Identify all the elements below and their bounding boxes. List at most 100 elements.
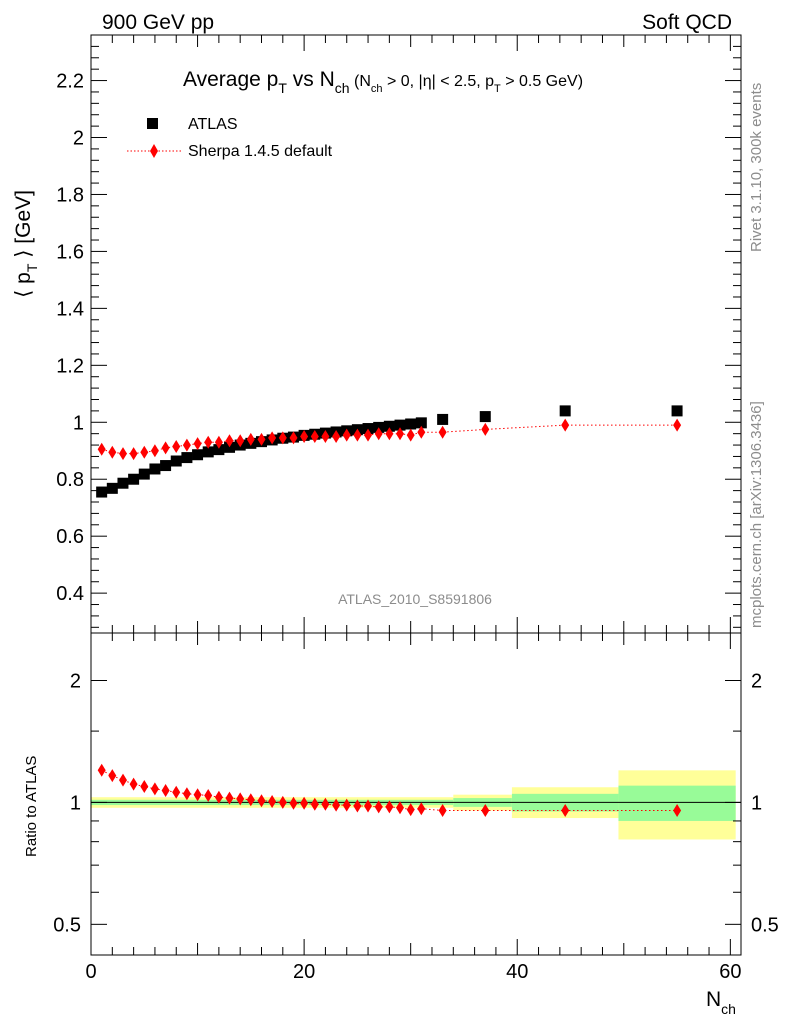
atlas-data-point (671, 405, 683, 417)
atlas-data-point (117, 477, 129, 489)
ratio-sherpa-point (310, 797, 319, 811)
ratio-sherpa-point (417, 802, 426, 816)
sherpa-data-point (204, 435, 213, 449)
ratio-sherpa-point (225, 791, 234, 805)
sherpa-data-point (140, 445, 149, 459)
sherpa-data-point (353, 428, 362, 442)
ratio-sherpa-point (140, 780, 149, 793)
main-y-tick-label: 1 (73, 412, 84, 434)
ratio-sherpa-point (214, 790, 223, 804)
ratio-sherpa-point (278, 795, 287, 809)
main-y-tick-label: 1.2 (56, 355, 84, 377)
ratio-sherpa-point (374, 800, 383, 814)
ratio-uncertainty-bands (91, 770, 741, 840)
ratio-sherpa-point (268, 795, 277, 808)
rivet-version-text: Rivet 3.1.10, 300k events (748, 83, 765, 252)
sherpa-data-point (561, 418, 570, 432)
legend-sherpa-label: Sherpa 1.4.5 default (188, 143, 333, 160)
atlas-data-point (559, 405, 571, 417)
main-y-tick-label: 0.8 (56, 469, 84, 491)
ratio-sherpa-point (161, 784, 170, 797)
mcplots-reference-text: mcplots.cern.ch [arXiv:1306.3436] (748, 401, 765, 628)
main-y-tick-label: 1.8 (56, 184, 84, 206)
ratio-sherpa-point (561, 804, 570, 817)
ratio-sherpa-point (364, 799, 372, 813)
ratio-y-tick-label-right: 0.5 (751, 914, 779, 936)
sherpa-data-point (236, 434, 245, 448)
sherpa-data-point (438, 425, 447, 439)
main-y-tick-label: 1.6 (56, 241, 84, 263)
sherpa-data-point (278, 431, 287, 445)
x-axis-label: Nch (706, 988, 736, 1017)
sherpa-data-point (172, 440, 181, 453)
sherpa-data-point (406, 428, 415, 442)
ratio-sherpa-point (182, 787, 191, 801)
ratio-sherpa-point (321, 797, 330, 811)
ratio-sherpa-point (193, 788, 202, 802)
atlas-data-point (224, 441, 236, 453)
atlas-data-point (96, 486, 108, 498)
sherpa-data-point (150, 444, 159, 458)
sherpa-data-point (321, 430, 330, 443)
y-axis-label: ⟨ pT ⟩ [GeV] (12, 190, 40, 298)
x-tick-label: 40 (506, 961, 528, 983)
ratio-sherpa-point (150, 782, 159, 796)
sherpa-data-point (396, 427, 404, 441)
sherpa-data-point (129, 447, 138, 461)
sherpa-data-point (332, 430, 341, 443)
sherpa-data-point (193, 437, 202, 451)
ratio-sherpa-point (353, 799, 362, 813)
atlas-data-point (181, 452, 193, 464)
x-tick-label: 60 (719, 961, 741, 983)
legend-atlas-label: ATLAS (188, 116, 238, 133)
sherpa-data-point (374, 427, 383, 441)
header-left: 900 GeV pp (102, 11, 214, 34)
atlas-data-point (383, 420, 395, 432)
sherpa-data-point (161, 441, 170, 455)
atlas-data-point (138, 468, 150, 480)
ratio-y-tick-label-right: 2 (751, 670, 762, 692)
ratio-sherpa-point (300, 796, 309, 810)
ratio-sherpa-point (332, 798, 341, 812)
sherpa-data-point (342, 428, 351, 442)
ratio-y-tick-label-left: 1 (70, 792, 81, 814)
atlas-data-point (415, 417, 427, 429)
atlas-data-point (202, 446, 214, 458)
atlas-data-point (479, 411, 491, 423)
atlas-data-point (128, 473, 140, 485)
sherpa-data-point (300, 430, 309, 443)
ratio-sherpa-point (204, 789, 213, 802)
ratio-y-tick-label-left: 2 (70, 670, 81, 692)
ratio-plot-area (97, 763, 682, 817)
atlas-data-point (405, 418, 417, 430)
main-y-tick-label: 2 (73, 128, 84, 150)
sherpa-data-point (385, 427, 394, 441)
atlas-data-point (394, 419, 406, 431)
sherpa-data-point (225, 434, 234, 448)
sherpa-data-point (310, 430, 319, 443)
plot-title: Average pT vs Nch (Nch > 0, |η| < 2.5, p… (183, 68, 583, 96)
main-axes: 0.4 0.6 0.8 1 1.2 1.4 1.6 1.8 2 2.2 (56, 35, 741, 633)
ratio-sherpa-point (289, 796, 298, 810)
sherpa-data-point (364, 428, 372, 442)
sherpa-data-point (289, 431, 298, 445)
ratio-axis-label: Ratio to ATLAS (23, 756, 40, 857)
main-y-tick-label: 1.4 (56, 298, 84, 320)
ratio-sherpa-point (246, 793, 255, 807)
sherpa-data-point (246, 432, 255, 446)
atlas-data-point (362, 423, 374, 435)
ratio-y-tick-label-right: 1 (751, 792, 762, 814)
ratio-sherpa-point (172, 785, 181, 799)
ratio-sherpa-point (119, 773, 127, 787)
main-y-tick-label: 0.6 (56, 526, 84, 548)
ratio-sherpa-point (257, 794, 266, 808)
sherpa-data-point (119, 447, 127, 461)
sherpa-data-point (108, 445, 117, 459)
sherpa-data-point (257, 432, 266, 446)
main-y-tick-label: 2.2 (56, 71, 84, 93)
ratio-sherpa-point (396, 801, 404, 815)
atlas-data-point (213, 444, 225, 456)
atlas-data-point (192, 449, 204, 461)
